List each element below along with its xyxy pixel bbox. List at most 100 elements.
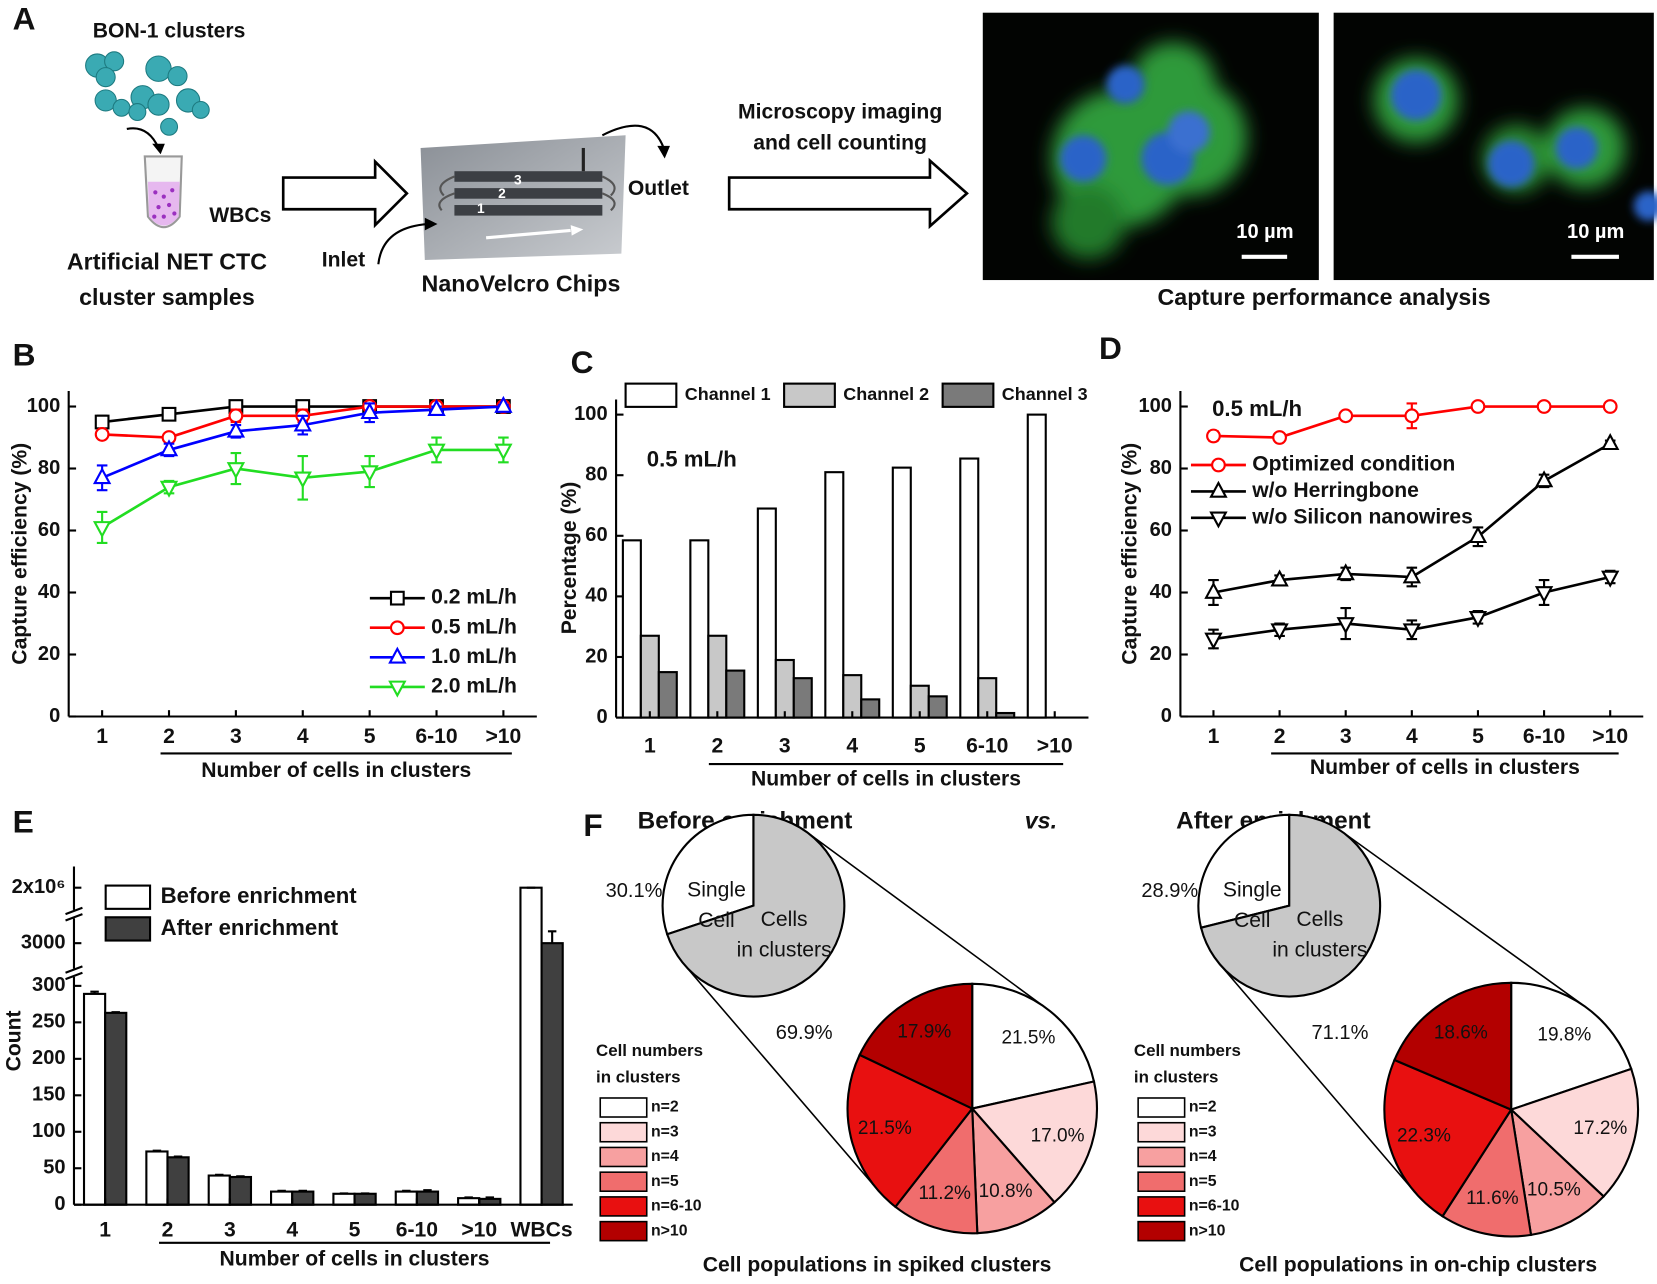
value-label: 22.3% bbox=[1397, 1125, 1451, 1146]
pie-slice bbox=[971, 982, 1096, 1110]
panel-letter: A bbox=[13, 1, 36, 37]
y-tick-label: 0 bbox=[49, 705, 60, 727]
sample-label: cluster samples bbox=[79, 284, 255, 310]
marker bbox=[1536, 399, 1552, 414]
bar bbox=[207, 1174, 231, 1206]
inlet-label: Inlet bbox=[322, 249, 365, 272]
bar bbox=[756, 507, 777, 719]
error-bar bbox=[215, 1173, 224, 1176]
pie-slice bbox=[661, 813, 755, 936]
x-tick-label: >10 bbox=[1037, 735, 1073, 758]
y-tick-label: 100 bbox=[27, 395, 60, 417]
marker bbox=[92, 467, 112, 485]
x-tick-label: 5 bbox=[349, 1219, 361, 1242]
bar bbox=[657, 671, 678, 719]
y-tick-label: 40 bbox=[38, 581, 60, 603]
marker bbox=[1338, 408, 1354, 424]
bar bbox=[621, 539, 642, 719]
panel-letter: F bbox=[583, 807, 602, 843]
x-tick-label: 1 bbox=[99, 1219, 111, 1242]
legend-swatch bbox=[599, 1171, 648, 1192]
x-axis-label: Number of cells in clusters bbox=[201, 759, 471, 782]
legend-swatch bbox=[941, 382, 995, 408]
y-tick-label: 200 bbox=[32, 1047, 65, 1069]
legend-label: n=4 bbox=[651, 1148, 679, 1165]
value-label: 17.9% bbox=[897, 1022, 951, 1043]
x-tick-label: 6-10 bbox=[396, 1219, 438, 1242]
error-bar bbox=[111, 1011, 120, 1014]
x-tick-label: 4 bbox=[846, 735, 858, 758]
x-tick-label: 2 bbox=[162, 1219, 174, 1242]
legend-marker bbox=[1209, 480, 1228, 498]
bar bbox=[353, 1192, 377, 1206]
legend-label: Optimized condition bbox=[1252, 453, 1455, 476]
legend-swatch bbox=[599, 1220, 648, 1242]
overview-label: in clusters bbox=[737, 939, 832, 962]
legend-label: n=6-10 bbox=[1189, 1198, 1240, 1215]
bar bbox=[519, 886, 543, 1206]
y-tick-label: 60 bbox=[1150, 519, 1172, 541]
cell-clusters bbox=[85, 51, 210, 136]
pie-slice bbox=[1393, 981, 1513, 1112]
axis-break-mark bbox=[65, 913, 83, 922]
overview-label: in clusters bbox=[1272, 939, 1367, 962]
error-bar bbox=[402, 1189, 411, 1192]
error-bar bbox=[152, 1149, 162, 1152]
legend-label: Channel 1 bbox=[685, 384, 771, 404]
legend-title: in clusters bbox=[596, 1067, 681, 1086]
legend-label: 0.5 mL/h bbox=[431, 615, 517, 638]
error-bar bbox=[277, 1189, 286, 1192]
legend-label: After enrichment bbox=[161, 915, 339, 940]
y-axis-label: Capture efficiency (%) bbox=[1118, 443, 1141, 665]
bar bbox=[82, 992, 107, 1206]
y-axis-label: Count bbox=[2, 1010, 25, 1071]
marker bbox=[161, 406, 177, 422]
y-tick-label: 40 bbox=[1150, 581, 1172, 603]
y-tick-label: 100 bbox=[1138, 395, 1171, 417]
x-tick-label: 4 bbox=[286, 1219, 298, 1242]
pie-slice bbox=[1509, 1067, 1639, 1198]
pie-slice bbox=[1199, 813, 1382, 998]
x-tick-label: 4 bbox=[1406, 725, 1418, 748]
y-tick-label: 150 bbox=[32, 1084, 65, 1106]
x-tick-label: 1 bbox=[96, 725, 108, 748]
y-tick-label: 3000 bbox=[21, 931, 66, 953]
error-bar bbox=[547, 930, 557, 944]
y-tick-label: 0 bbox=[1161, 705, 1172, 727]
outlet-arrow bbox=[601, 124, 665, 149]
micrograph-nuclei bbox=[1390, 69, 1657, 221]
legend-swatch bbox=[599, 1146, 648, 1168]
legend-label: w/o Herringbone bbox=[1251, 479, 1419, 502]
y-tick-label: 0 bbox=[596, 706, 607, 728]
scale-label: 10 µm bbox=[1236, 221, 1293, 243]
y-tick-label: 0 bbox=[54, 1193, 65, 1215]
legend-marker bbox=[388, 680, 407, 698]
connector bbox=[1341, 831, 1586, 1008]
axis-break-mark bbox=[65, 971, 83, 981]
legend-title: Cell numbers bbox=[596, 1041, 703, 1060]
separator: vs. bbox=[1025, 807, 1057, 833]
pie-slice bbox=[1441, 1106, 1533, 1238]
x-axis-label: Number of cells in clusters bbox=[751, 767, 1021, 790]
legend-marker bbox=[1209, 511, 1228, 529]
x-tick-label: 6-10 bbox=[415, 725, 457, 748]
error-bar bbox=[298, 1189, 307, 1192]
x-tick-label: 2 bbox=[1274, 725, 1286, 748]
pie-slice bbox=[858, 982, 974, 1111]
bar bbox=[927, 695, 948, 719]
marker bbox=[360, 465, 379, 483]
marker bbox=[1402, 566, 1421, 584]
x-tick-label: 5 bbox=[1472, 725, 1484, 748]
error-bar bbox=[423, 1189, 432, 1192]
bar bbox=[792, 677, 813, 719]
axis-break bbox=[65, 968, 83, 977]
pie-slice bbox=[1383, 1058, 1513, 1218]
y-tick-label: 80 bbox=[1150, 457, 1172, 479]
legend-label: n=3 bbox=[1189, 1123, 1217, 1140]
legend-swatch bbox=[1137, 1171, 1186, 1192]
annotation: 0.5 mL/h bbox=[1212, 396, 1302, 421]
legend-label: n=5 bbox=[651, 1173, 679, 1190]
x-tick-label: WBCs bbox=[510, 1219, 572, 1242]
marker bbox=[1402, 623, 1421, 641]
